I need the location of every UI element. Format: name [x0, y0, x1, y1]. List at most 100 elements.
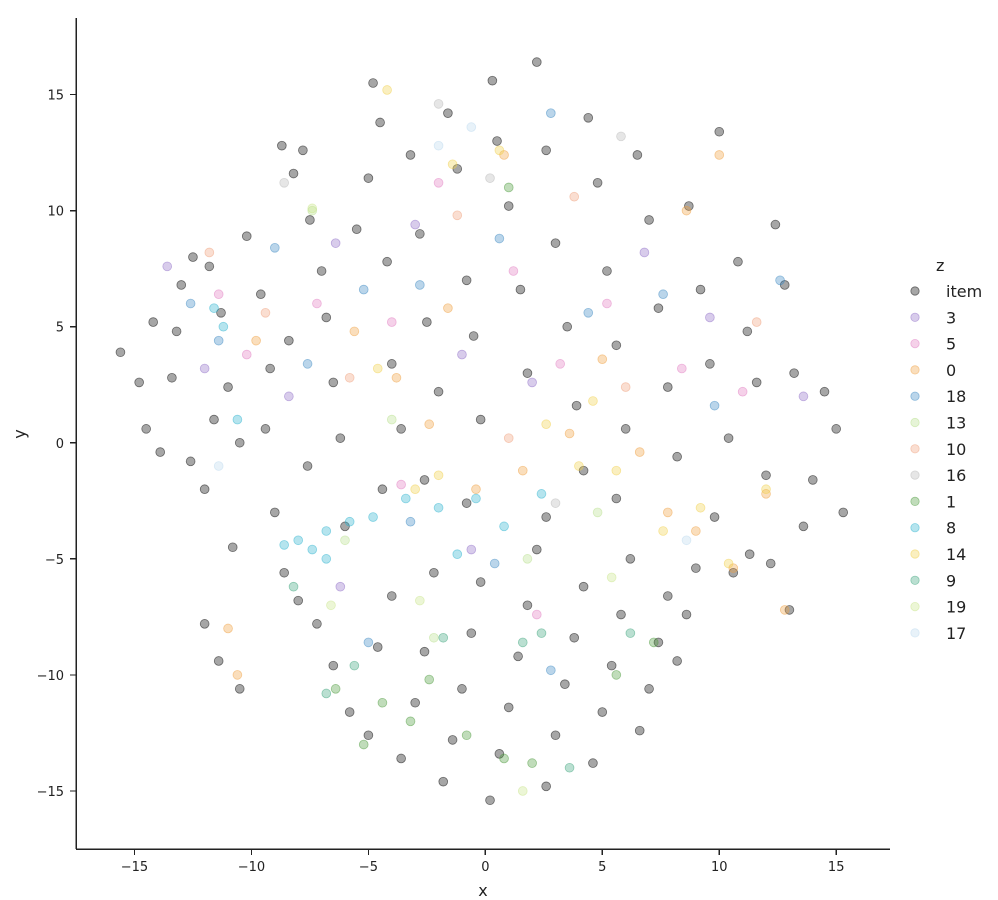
point-item-79 — [709, 512, 720, 522]
point-1-9 — [358, 739, 369, 750]
point-item-12 — [255, 289, 266, 300]
point-5-9 — [396, 479, 406, 490]
point-17-2 — [681, 535, 692, 546]
point-item-29 — [405, 150, 416, 160]
point-1-0 — [330, 684, 341, 694]
y-axis-ticks: −15 −10 −5 0 5 10 15 — [37, 89, 76, 800]
point-item-136 — [167, 372, 177, 383]
point-item-83 — [199, 484, 210, 495]
point-item-101 — [466, 628, 477, 638]
x-tick-label-2: −5 — [359, 860, 378, 875]
series-17 — [213, 122, 692, 546]
series-19 — [307, 203, 617, 796]
point-item-30 — [415, 229, 425, 239]
legend-label-10: 10 — [946, 440, 966, 459]
point-item-66 — [761, 470, 771, 481]
point-item-37 — [475, 414, 486, 425]
point-item-48 — [583, 113, 594, 123]
legend-label-19: 19 — [946, 598, 966, 617]
point-14-2 — [494, 145, 505, 156]
point-18-6 — [494, 233, 505, 244]
point-item-46 — [562, 321, 573, 332]
legend-marker-1 — [910, 496, 920, 506]
point-0-0 — [223, 623, 233, 634]
point-3-2 — [284, 391, 294, 402]
legend-marker-19 — [910, 601, 920, 612]
point-10-4 — [620, 382, 631, 392]
point-18-14 — [546, 665, 556, 676]
point-item-10 — [234, 437, 245, 448]
point-item-117 — [616, 609, 626, 620]
x-axis-title: x — [478, 881, 487, 900]
legend-label-0: 0 — [946, 361, 956, 380]
point-item-73 — [831, 424, 841, 434]
point-8-8 — [401, 493, 411, 504]
point-item-56 — [662, 382, 673, 392]
point-5-6 — [555, 359, 565, 369]
point-item-6 — [188, 252, 198, 262]
point-0-5 — [471, 484, 481, 495]
point-3-8 — [705, 312, 715, 323]
point-0-9 — [597, 354, 608, 365]
point-1-1 — [377, 697, 388, 708]
point-item-54 — [644, 215, 654, 225]
point-1-5 — [499, 753, 509, 764]
point-item-89 — [328, 660, 339, 671]
y-tick-label-3: 0 — [56, 437, 64, 452]
point-18-13 — [489, 558, 500, 569]
point-item-116 — [606, 660, 617, 671]
point-item-49 — [592, 178, 603, 188]
point-item-115 — [597, 707, 608, 717]
point-0-10 — [634, 447, 645, 457]
point-0-2 — [349, 326, 360, 337]
point-item-25 — [375, 117, 385, 128]
point-item-109 — [541, 781, 551, 792]
point-item-80 — [199, 619, 210, 629]
legend-marker-8 — [910, 523, 920, 533]
point-14-4 — [574, 461, 584, 471]
legend-marker-14 — [910, 549, 920, 559]
point-14-12 — [588, 396, 598, 406]
point-item-55 — [653, 303, 664, 313]
point-item-138 — [185, 456, 196, 467]
point-1-2 — [405, 716, 416, 727]
point-item-98 — [438, 776, 449, 787]
point-8-4 — [307, 544, 318, 555]
point-0-8 — [564, 428, 575, 439]
point-1-10 — [503, 182, 514, 193]
point-item-99 — [447, 735, 458, 745]
point-item-82 — [234, 684, 245, 694]
point-3-11 — [466, 544, 477, 555]
point-item-137 — [148, 317, 158, 327]
point-item-67 — [770, 219, 781, 230]
point-item-107 — [522, 600, 533, 611]
point-item-39 — [492, 136, 502, 146]
series-5 — [213, 178, 748, 620]
point-item-3 — [155, 447, 166, 457]
point-9-0 — [321, 688, 332, 699]
series-item — [115, 57, 849, 806]
x-axis-ticks: −15 −10 −5 0 5 10 15 — [121, 849, 844, 875]
point-3-3 — [330, 238, 341, 248]
y-tick-label-6: 15 — [47, 89, 64, 104]
legend-marker-17 — [910, 628, 920, 638]
legend-label-8: 8 — [946, 519, 956, 538]
point-17-1 — [213, 461, 224, 471]
point-18-9 — [658, 289, 668, 300]
legend-marker-3 — [910, 312, 920, 322]
point-item-47 — [571, 400, 582, 411]
point-item-126 — [611, 493, 622, 504]
point-14-1 — [433, 470, 444, 481]
point-10-1 — [260, 307, 271, 318]
point-item-53 — [632, 150, 643, 160]
point-0-13 — [714, 150, 725, 160]
point-0-16 — [779, 605, 790, 615]
point-10-7 — [503, 433, 514, 443]
point-item-9 — [223, 382, 233, 392]
point-item-76 — [765, 558, 776, 569]
point-item-0 — [115, 347, 126, 358]
point-13-5 — [340, 535, 350, 546]
point-14-6 — [658, 526, 668, 536]
point-item-8 — [216, 307, 226, 318]
